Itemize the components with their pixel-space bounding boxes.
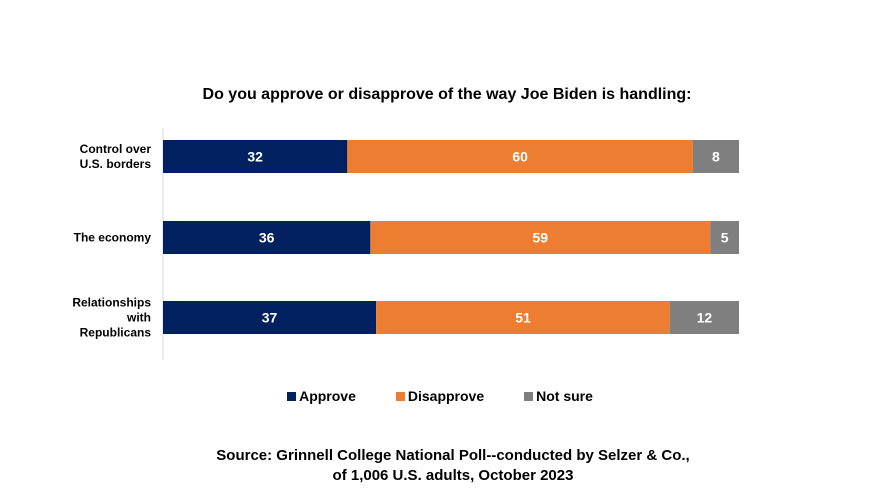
legend-swatch — [524, 391, 534, 401]
legend-item: Disapprove — [395, 388, 485, 404]
stacked-bar-chart: Control over U.S. borders 32 60 8 The economy… — [72, 128, 739, 360]
legend-label: Disapprove — [407, 388, 485, 404]
data-label: 60 — [512, 149, 528, 165]
data-label: 59 — [532, 230, 548, 246]
category-label: Control over U.S. borders — [80, 142, 152, 171]
legend-label: Approve — [299, 388, 356, 404]
data-label: 5 — [721, 230, 729, 246]
data-label: 37 — [262, 310, 278, 326]
bar-approve — [163, 301, 377, 334]
data-label: 8 — [712, 149, 720, 165]
data-label: 12 — [697, 310, 713, 326]
legend-swatch — [287, 391, 297, 401]
bar-not-sure — [692, 140, 739, 173]
bar-approve — [163, 140, 348, 173]
bar-disapprove — [347, 140, 693, 173]
category-label: Relationships with Republicans — [72, 296, 151, 340]
legend-label: Not sure — [536, 388, 593, 404]
source-line-2: of 1,006 U.S. adults, October 2023 — [332, 467, 574, 484]
bar-disapprove — [370, 221, 711, 254]
source-line-1: Source: Grinnell College National Poll--… — [216, 447, 690, 464]
bar-not-sure — [710, 221, 739, 254]
data-label: 32 — [247, 149, 263, 165]
data-label: 51 — [515, 310, 531, 326]
source-note: Source: Grinnell College National Poll--… — [0, 446, 880, 486]
legend-item: Not sure — [524, 388, 593, 404]
legend-swatch — [395, 391, 405, 401]
bar-disapprove — [376, 301, 670, 334]
bar-approve — [163, 221, 371, 254]
legend-item: Approve — [287, 388, 356, 404]
data-label: 36 — [259, 230, 275, 246]
chart-title: Do you approve or disapprove of the way … — [202, 86, 692, 103]
bar-not-sure — [669, 301, 739, 334]
category-label: The economy — [74, 231, 152, 245]
legend: Approve Disapprove Not sure — [0, 388, 880, 404]
